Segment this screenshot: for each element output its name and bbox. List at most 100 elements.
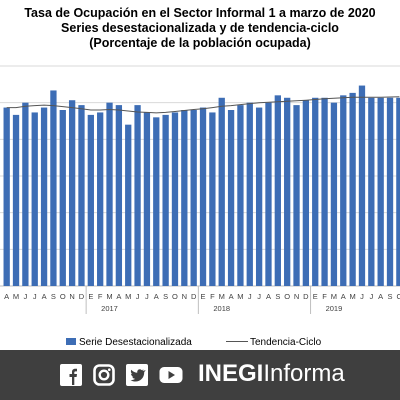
bar <box>209 112 216 286</box>
x-tick-label: F <box>322 292 327 301</box>
x-tick-label: N <box>182 292 187 301</box>
x-tick-label: J <box>145 292 149 301</box>
x-tick-label: J <box>136 292 140 301</box>
x-tick-label: A <box>229 292 234 301</box>
bar <box>143 112 151 286</box>
twitter-icon[interactable] <box>126 364 148 386</box>
x-tick-label: M <box>331 292 337 301</box>
bar <box>358 85 366 286</box>
chart-subtitle-units: (Porcentaje de la población ocupada) <box>89 36 311 50</box>
bar <box>153 117 160 286</box>
bar <box>255 107 263 286</box>
x-tick-label: S <box>275 292 280 301</box>
x-tick-label: S <box>388 292 393 301</box>
bar <box>284 97 291 287</box>
brand-light: Informa <box>263 360 345 387</box>
x-tick-label: F <box>98 292 103 301</box>
chart-title: Tasa de Ocupación en el Sector Informal … <box>24 6 376 20</box>
x-tick-label: O <box>284 292 290 301</box>
bar <box>31 112 38 286</box>
trend-line <box>6 96 400 114</box>
bar <box>50 90 57 286</box>
brand-bold: INEGI <box>198 360 264 387</box>
legend-label-trend: Tendencia-Ciclo <box>250 337 322 348</box>
x-tick-label: D <box>79 292 85 301</box>
bar <box>199 107 207 286</box>
bar <box>68 100 76 286</box>
bar <box>190 110 197 286</box>
bar <box>386 97 394 287</box>
bar <box>22 102 29 287</box>
year-label: 2017 <box>101 304 118 313</box>
x-tick-label: J <box>24 292 28 301</box>
x-tick-label: F <box>210 292 215 301</box>
x-tick-label: N <box>294 292 299 301</box>
bar <box>237 105 244 286</box>
bar <box>227 110 235 286</box>
x-tick-label: N <box>69 292 74 301</box>
bar <box>115 105 123 286</box>
bar <box>12 114 20 286</box>
x-tick-label: M <box>125 292 131 301</box>
x-tick-label: O <box>172 292 178 301</box>
x-tick-label: D <box>303 292 309 301</box>
bar <box>274 95 281 286</box>
x-tick-label: S <box>163 292 168 301</box>
x-tick-label: J <box>257 292 261 301</box>
x-tick-label: O <box>60 292 66 301</box>
x-tick-label: M <box>237 292 243 301</box>
bar <box>97 112 104 286</box>
inegi-informa-logo[interactable]: INEGIInforma <box>198 360 345 388</box>
bar <box>134 105 141 286</box>
bar <box>106 102 113 287</box>
bar <box>312 97 319 287</box>
year-label: 2019 <box>326 304 343 313</box>
x-tick-label: A <box>266 292 271 301</box>
x-tick-label: E <box>88 292 93 301</box>
instagram-icon[interactable] <box>93 364 115 386</box>
x-tick-label: A <box>42 292 47 301</box>
bar <box>162 114 169 286</box>
bar <box>3 107 10 286</box>
bar <box>181 110 188 286</box>
bar <box>87 114 94 286</box>
x-tick-label: D <box>191 292 197 301</box>
bar <box>246 102 253 287</box>
bar <box>78 105 85 286</box>
x-tick-label: E <box>313 292 318 301</box>
x-tick-label: E <box>201 292 206 301</box>
x-tick-label: A <box>154 292 159 301</box>
bar <box>125 124 132 287</box>
legend-label-bars: Serie Desestacionalizada <box>79 337 192 348</box>
bar <box>293 105 300 286</box>
bar <box>321 97 328 287</box>
x-tick-label: A <box>341 292 346 301</box>
x-tick-label: J <box>33 292 37 301</box>
bar <box>377 97 384 287</box>
bar <box>302 100 310 286</box>
bar <box>340 95 347 286</box>
bar <box>330 102 338 287</box>
x-tick-label: A <box>378 292 383 301</box>
year-label: 2018 <box>213 304 230 313</box>
legend-swatch-bars <box>66 338 76 345</box>
footer-bar: INEGIInforma <box>0 350 400 400</box>
bar <box>396 97 400 287</box>
x-tick-label: M <box>106 292 112 301</box>
chart-titles: Tasa de Ocupación en el Sector Informal … <box>0 6 400 51</box>
x-tick-label: J <box>248 292 252 301</box>
bar <box>40 107 48 286</box>
bar <box>59 110 66 286</box>
x-tick-label: A <box>116 292 121 301</box>
x-tick-label: M <box>219 292 225 301</box>
x-tick-label: A <box>4 292 9 301</box>
x-tick-label: O <box>396 292 400 301</box>
youtube-icon[interactable] <box>159 364 183 386</box>
x-tick-label: S <box>51 292 56 301</box>
x-tick-label: M <box>350 292 356 301</box>
bar <box>265 102 272 287</box>
facebook-icon[interactable] <box>60 364 82 386</box>
bar <box>171 112 179 286</box>
x-tick-label: J <box>360 292 364 301</box>
